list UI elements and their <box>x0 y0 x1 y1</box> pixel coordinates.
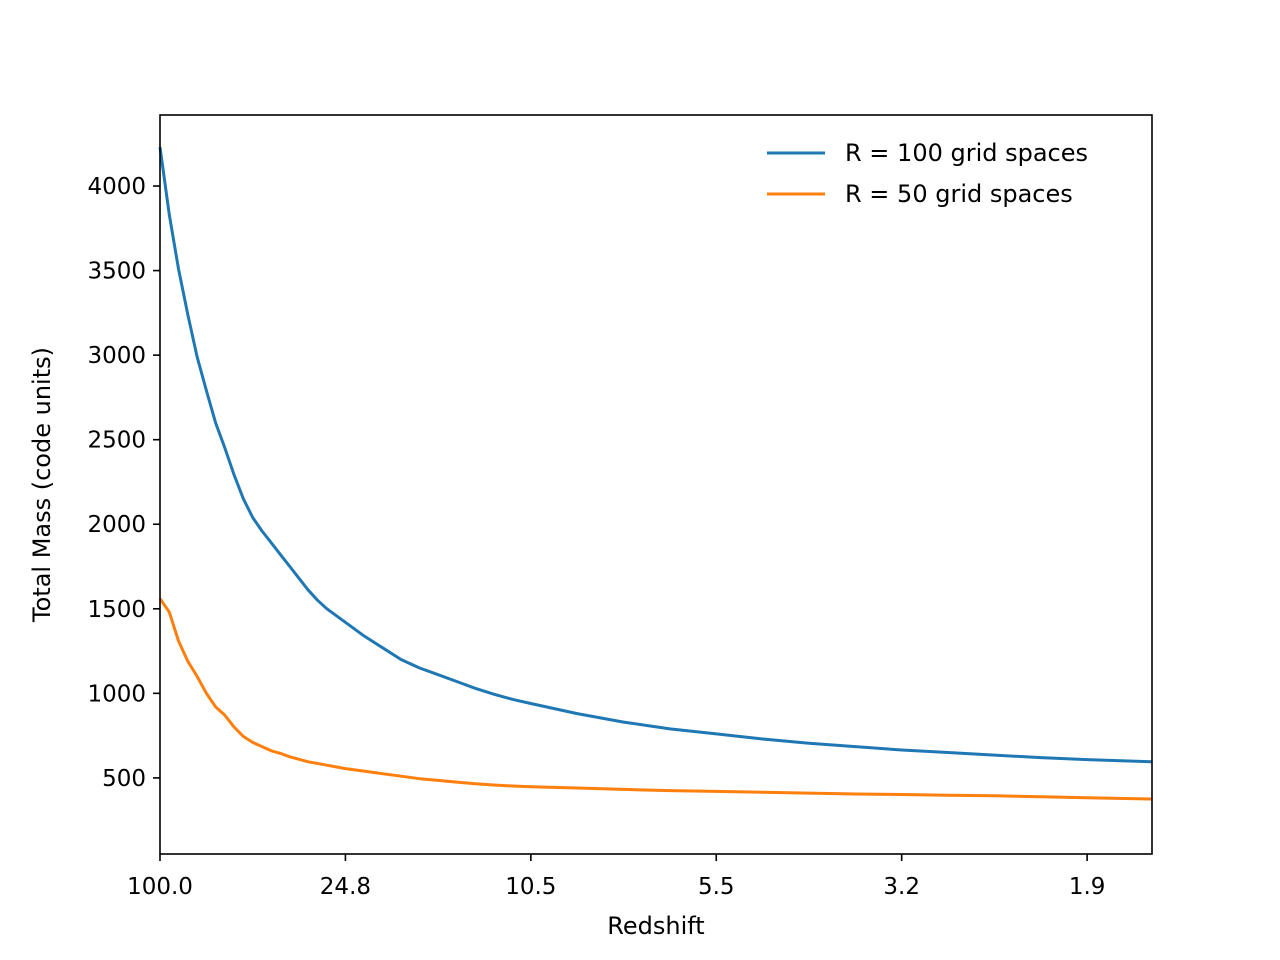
legend-label: R = 50 grid spaces <box>845 180 1073 208</box>
y-tick-label: 500 <box>102 766 146 792</box>
y-tick-label: 2000 <box>87 512 146 538</box>
x-tick-label: 24.8 <box>320 874 371 900</box>
plot-area: 100.0 24.8 10.5 5.5 3.2 1.9 500 1000 1500 2000 25… <box>87 114 1153 900</box>
legend: R = 100 grid spaces R = 50 grid spaces <box>767 139 1088 208</box>
y-tick-label: 2500 <box>87 428 146 454</box>
y-axis-label: Total Mass (code units) <box>28 347 56 623</box>
x-axis-label: Redshift <box>607 912 704 940</box>
series-line-2 <box>158 597 1153 801</box>
y-tick-label: 3500 <box>87 259 146 285</box>
y-axis-ticks: 500 1000 1500 2000 2500 3000 3500 4000 <box>87 174 160 792</box>
x-axis-ticks: 100.0 24.8 10.5 5.5 3.2 1.9 <box>127 854 1105 900</box>
series-layer <box>158 146 1153 801</box>
axes-frame <box>159 114 1153 855</box>
y-tick-label: 1000 <box>87 681 146 707</box>
x-tick-label: 5.5 <box>698 874 735 900</box>
y-tick-label: 4000 <box>87 174 146 200</box>
x-tick-label: 100.0 <box>127 874 193 900</box>
y-tick-label: 1500 <box>87 597 146 623</box>
x-tick-label: 10.5 <box>505 874 556 900</box>
legend-label: R = 100 grid spaces <box>845 139 1088 167</box>
x-tick-label: 3.2 <box>883 874 920 900</box>
x-tick-label: 1.9 <box>1069 874 1106 900</box>
series-line-1 <box>158 146 1153 764</box>
y-tick-label: 3000 <box>87 343 146 369</box>
